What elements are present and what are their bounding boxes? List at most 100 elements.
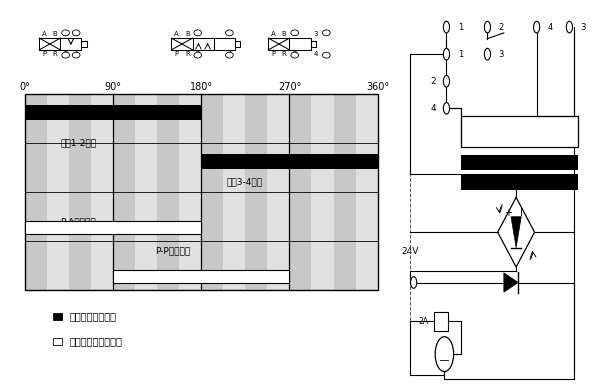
- Bar: [434, 312, 448, 331]
- Circle shape: [410, 277, 417, 288]
- Text: 3: 3: [314, 31, 318, 37]
- Circle shape: [62, 52, 69, 58]
- Text: 2: 2: [195, 51, 200, 57]
- Polygon shape: [504, 273, 518, 292]
- Text: B: B: [282, 31, 286, 37]
- Text: 180°: 180°: [189, 82, 213, 92]
- Bar: [461, 155, 577, 170]
- Bar: [91, 94, 113, 290]
- Bar: [356, 94, 378, 290]
- Text: 0°: 0°: [20, 82, 30, 92]
- Text: 220V: 220V: [505, 127, 533, 137]
- Bar: [25, 104, 201, 120]
- Bar: [235, 41, 240, 47]
- Bar: [25, 94, 378, 290]
- Circle shape: [484, 21, 491, 33]
- Circle shape: [62, 30, 69, 36]
- Circle shape: [291, 52, 299, 58]
- Text: 1: 1: [292, 31, 297, 37]
- Text: +: +: [504, 208, 512, 218]
- Text: B: B: [53, 31, 58, 37]
- Bar: [311, 41, 316, 47]
- Circle shape: [443, 103, 450, 114]
- Text: 1: 1: [64, 31, 68, 37]
- Bar: [81, 41, 87, 47]
- Text: R: R: [282, 51, 286, 57]
- Circle shape: [566, 21, 573, 33]
- Text: 1: 1: [195, 31, 200, 37]
- Text: A: A: [271, 31, 276, 37]
- Text: R: R: [53, 51, 58, 57]
- Bar: [113, 270, 289, 283]
- Text: 2: 2: [64, 51, 68, 57]
- Circle shape: [226, 30, 233, 36]
- Text: P-A自由通过: P-A自由通过: [61, 217, 96, 226]
- Text: 3: 3: [581, 22, 586, 32]
- Bar: [333, 94, 356, 290]
- Circle shape: [435, 337, 454, 372]
- Text: 24V: 24V: [402, 247, 419, 256]
- Text: D: D: [440, 349, 448, 359]
- Bar: [201, 94, 223, 290]
- Circle shape: [291, 30, 299, 36]
- Bar: [39, 38, 61, 50]
- Circle shape: [72, 52, 80, 58]
- Bar: [192, 38, 214, 50]
- Bar: [289, 38, 311, 50]
- Text: 3: 3: [227, 31, 232, 37]
- Circle shape: [226, 52, 233, 58]
- Text: A: A: [42, 31, 47, 37]
- Circle shape: [72, 30, 80, 36]
- Circle shape: [194, 30, 201, 36]
- Bar: [311, 94, 333, 290]
- Bar: [214, 38, 235, 50]
- Bar: [47, 94, 69, 290]
- Bar: [289, 94, 311, 290]
- Text: P-P自由通过: P-P自由通过: [156, 247, 191, 255]
- Bar: [25, 221, 201, 234]
- Bar: [113, 94, 135, 290]
- Text: 3: 3: [74, 31, 78, 37]
- Text: P: P: [43, 51, 46, 57]
- Circle shape: [443, 48, 450, 60]
- Text: 端子3-4触点: 端子3-4触点: [226, 178, 262, 187]
- Circle shape: [443, 21, 450, 33]
- Bar: [25, 94, 47, 290]
- Text: 90°: 90°: [105, 82, 122, 92]
- Text: A: A: [175, 31, 179, 37]
- Text: 限位开关触点闭合: 限位开关触点闭合: [69, 312, 116, 322]
- Circle shape: [484, 48, 491, 60]
- Bar: [223, 94, 245, 290]
- Bar: [53, 313, 62, 320]
- Bar: [53, 338, 62, 345]
- Text: 2: 2: [499, 22, 504, 32]
- Text: 4: 4: [548, 22, 553, 32]
- Bar: [172, 38, 192, 50]
- Bar: [245, 94, 267, 290]
- Bar: [135, 94, 157, 290]
- Text: 4: 4: [74, 51, 78, 57]
- Text: R: R: [185, 51, 189, 57]
- Text: P: P: [175, 51, 179, 57]
- Text: 4: 4: [228, 51, 232, 57]
- Bar: [61, 38, 81, 50]
- Text: I: I: [520, 208, 523, 218]
- Circle shape: [323, 30, 330, 36]
- Text: 2: 2: [431, 77, 436, 86]
- Text: 换向阀进出油口开启: 换向阀进出油口开启: [69, 337, 122, 346]
- Text: P: P: [271, 51, 276, 57]
- Text: 360°: 360°: [366, 82, 389, 92]
- Text: 2A: 2A: [418, 317, 428, 326]
- Circle shape: [443, 75, 450, 87]
- Circle shape: [533, 21, 540, 33]
- Bar: [268, 38, 289, 50]
- Bar: [461, 116, 577, 147]
- Circle shape: [323, 52, 330, 58]
- Text: 270°: 270°: [278, 82, 301, 92]
- Bar: [69, 94, 91, 290]
- Polygon shape: [511, 217, 522, 248]
- Text: 4: 4: [314, 51, 318, 57]
- Circle shape: [194, 52, 201, 58]
- Bar: [179, 94, 201, 290]
- Text: 3: 3: [499, 50, 504, 59]
